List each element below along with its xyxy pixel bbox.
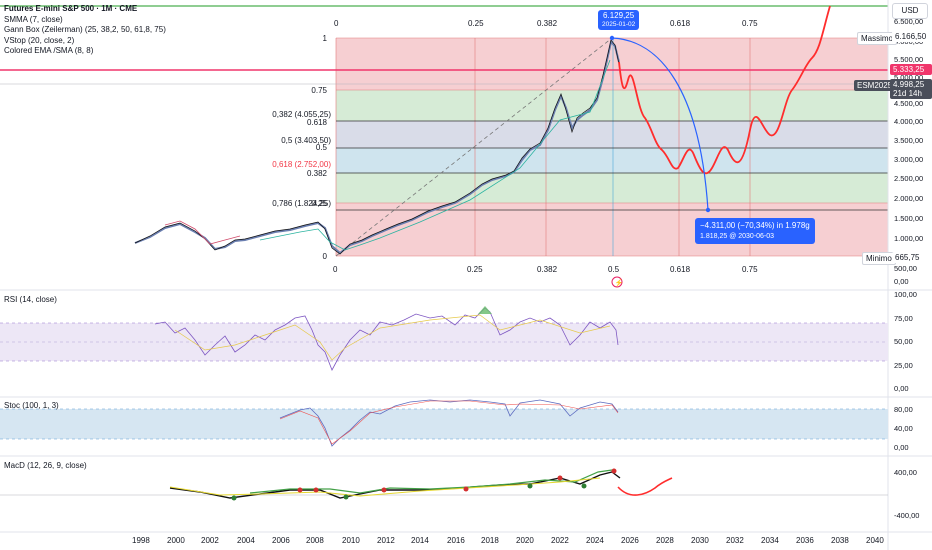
svg-text:0,382 (4.055,25): 0,382 (4.055,25) (272, 110, 331, 119)
contract-label: ESM2025 (854, 80, 896, 91)
macd-pane (0, 468, 888, 501)
minimo-label: Minimo (862, 252, 896, 265)
svg-text:0,618 (2.752,00): 0,618 (2.752,00) (272, 160, 331, 169)
svg-text:0.5: 0.5 (608, 265, 620, 274)
fib-top-labels: 0 0.25 0.382 0.618 0.75 (334, 19, 758, 28)
stoch-label[interactable]: Stoc (100, 1, 3) (4, 401, 59, 410)
rsi-label[interactable]: RSI (14, close) (4, 295, 57, 304)
minimo-value: 665,75 (892, 252, 923, 263)
svg-text:0.618: 0.618 (307, 118, 328, 127)
svg-text:⚡: ⚡ (615, 278, 624, 287)
current-red-price: 5.333,25 (890, 64, 932, 75)
legend-item[interactable]: Gann Box (Zeilerman) (25, 38,2, 50, 61,8… (4, 25, 166, 34)
peak-tag[interactable]: 6.129,25 2025-01-02 (598, 10, 640, 30)
fib-bottom-labels: 0 0.25 0.382 0.5 0.618 0.75 (333, 265, 758, 274)
svg-text:0.618: 0.618 (670, 265, 691, 274)
stoch-pane (0, 399, 888, 447)
svg-text:0.5: 0.5 (316, 143, 328, 152)
currency-button[interactable]: USD (892, 3, 928, 19)
svg-text:0.75: 0.75 (742, 265, 758, 274)
trend-diagonal (335, 37, 613, 257)
lightning-icon[interactable] (611, 276, 623, 288)
legend-item[interactable]: SMMA (7, close) (4, 14, 63, 24)
svg-text:0,786 (1.824,25): 0,786 (1.824,25) (272, 199, 331, 208)
chart-legend: Futures E-mini S&P 500 · 1M · CME SMMA (… (4, 4, 166, 57)
svg-text:0: 0 (323, 252, 328, 261)
legend-item[interactable]: VStop (20, close, 2) (4, 35, 75, 45)
massimo-value: 6.166,50 (892, 31, 930, 42)
price-series (134, 39, 620, 255)
svg-text:0.75: 0.75 (311, 86, 327, 95)
target-dot (705, 207, 711, 213)
contract-price: 4.998,25 21d 14h (890, 79, 932, 99)
fib-levels (336, 120, 888, 211)
svg-text:0.75: 0.75 (742, 19, 758, 28)
projection-arc (611, 37, 709, 211)
legend-title[interactable]: Futures E-mini S&P 500 · 1M · CME (4, 4, 138, 13)
svg-text:0: 0 (333, 265, 338, 274)
svg-text:1: 1 (323, 34, 328, 43)
fib-left-labels: 1 0.75 0,382 (4.055,25) 0.618 0,5 (3.403… (272, 34, 331, 261)
projection-curve (618, 5, 831, 175)
svg-text:0,5 (3.403,50): 0,5 (3.403,50) (281, 136, 331, 145)
peak-dot (609, 35, 615, 41)
svg-text:0.618: 0.618 (670, 19, 691, 28)
svg-text:0.382: 0.382 (537, 265, 558, 274)
svg-text:0.25: 0.25 (468, 19, 484, 28)
rsi-pane (0, 306, 888, 371)
time-axis[interactable]: 1998 2000 2002 2004 2006 2008 2010 2012 … (132, 536, 884, 545)
svg-text:0.382: 0.382 (537, 19, 558, 28)
massimo-label: Massimo (857, 32, 898, 45)
legend-item[interactable]: Colored EMA /SMA (8, 8) (4, 46, 94, 55)
svg-text:0.25: 0.25 (311, 199, 327, 208)
svg-text:0.25: 0.25 (467, 265, 483, 274)
svg-text:0: 0 (334, 19, 339, 28)
projection-tag[interactable]: −4.311,00 (−70,34%) in 1.978g 1.818,25 @… (695, 218, 815, 244)
macd-label[interactable]: MacD (12, 26, 9, close) (4, 461, 87, 470)
svg-text:0.382: 0.382 (307, 169, 328, 178)
